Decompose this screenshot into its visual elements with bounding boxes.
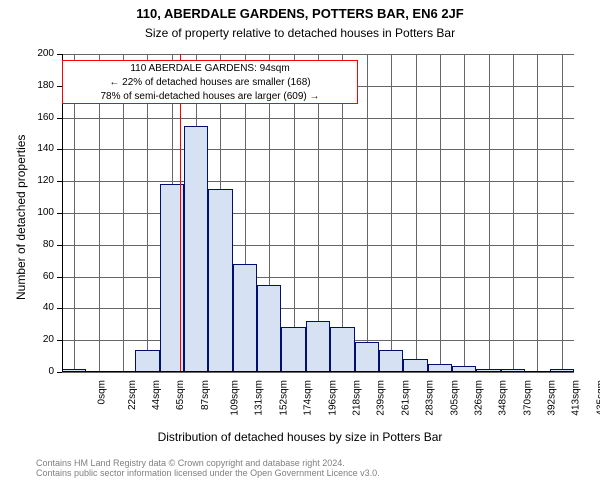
x-axis-label: Distribution of detached houses by size … bbox=[0, 430, 600, 444]
x-tick-label: 413sqm bbox=[571, 380, 582, 416]
y-tick-mark bbox=[57, 86, 62, 87]
gridline-v bbox=[416, 54, 417, 372]
y-tick-mark bbox=[57, 213, 62, 214]
x-tick-label: 196sqm bbox=[327, 380, 338, 416]
histogram-bar bbox=[135, 350, 159, 372]
gridline-v bbox=[513, 54, 514, 372]
y-tick-label: 0 bbox=[24, 366, 54, 377]
x-tick-label: 0sqm bbox=[97, 380, 108, 404]
y-tick-label: 180 bbox=[24, 80, 54, 91]
y-tick-mark bbox=[57, 54, 62, 55]
chart-title: 110, ABERDALE GARDENS, POTTERS BAR, EN6 … bbox=[0, 6, 600, 21]
x-tick-label: 44sqm bbox=[151, 380, 162, 410]
footer-line-2: Contains public sector information licen… bbox=[36, 468, 380, 478]
footer-line-1: Contains HM Land Registry data © Crown c… bbox=[36, 458, 380, 468]
x-tick-label: 87sqm bbox=[200, 380, 211, 410]
y-tick-mark bbox=[57, 149, 62, 150]
gridline-h bbox=[62, 372, 574, 373]
histogram-bar bbox=[208, 189, 232, 372]
gridline-v bbox=[562, 54, 563, 372]
y-tick-label: 120 bbox=[24, 175, 54, 186]
footer: Contains HM Land Registry data © Crown c… bbox=[36, 458, 380, 478]
histogram-bar bbox=[355, 342, 379, 372]
x-tick-label: 326sqm bbox=[473, 380, 484, 416]
x-tick-label: 239sqm bbox=[376, 380, 387, 416]
y-tick-label: 140 bbox=[24, 143, 54, 154]
x-tick-label: 283sqm bbox=[425, 380, 436, 416]
x-tick-label: 131sqm bbox=[254, 380, 265, 416]
gridline-v bbox=[440, 54, 441, 372]
y-tick-mark bbox=[57, 181, 62, 182]
gridline-v bbox=[489, 54, 490, 372]
x-tick-label: 152sqm bbox=[278, 380, 289, 416]
gridline-v bbox=[537, 54, 538, 372]
histogram-bar bbox=[281, 327, 305, 372]
y-tick-label: 60 bbox=[24, 271, 54, 282]
y-tick-label: 20 bbox=[24, 334, 54, 345]
x-tick-label: 305sqm bbox=[449, 380, 460, 416]
x-tick-label: 261sqm bbox=[400, 380, 411, 416]
x-tick-label: 22sqm bbox=[127, 380, 138, 410]
annotation-box: 110 ABERDALE GARDENS: 94sqm ← 22% of det… bbox=[62, 60, 358, 104]
histogram-bar bbox=[257, 285, 281, 372]
histogram-bar bbox=[330, 327, 354, 372]
y-tick-mark bbox=[57, 245, 62, 246]
y-tick-mark bbox=[57, 308, 62, 309]
y-tick-label: 200 bbox=[24, 48, 54, 59]
annotation-line-3: 78% of semi-detached houses are larger (… bbox=[63, 90, 357, 104]
y-tick-label: 40 bbox=[24, 302, 54, 313]
gridline-v bbox=[367, 54, 368, 372]
y-tick-label: 80 bbox=[24, 239, 54, 250]
histogram-bar bbox=[379, 350, 403, 372]
histogram-bar bbox=[306, 321, 330, 372]
x-tick-label: 348sqm bbox=[498, 380, 509, 416]
y-tick-label: 160 bbox=[24, 112, 54, 123]
x-tick-label: 370sqm bbox=[522, 380, 533, 416]
annotation-line-1: 110 ABERDALE GARDENS: 94sqm bbox=[63, 62, 357, 76]
x-tick-label: 218sqm bbox=[352, 380, 363, 416]
x-tick-label: 392sqm bbox=[547, 380, 558, 416]
y-tick-mark bbox=[57, 372, 62, 373]
chart-subtitle: Size of property relative to detached ho… bbox=[0, 26, 600, 40]
x-tick-label: 109sqm bbox=[230, 380, 241, 416]
x-axis-line bbox=[62, 371, 574, 372]
gridline-v bbox=[464, 54, 465, 372]
y-tick-mark bbox=[57, 277, 62, 278]
x-tick-label: 174sqm bbox=[303, 380, 314, 416]
x-tick-label: 435sqm bbox=[595, 380, 600, 416]
y-tick-mark bbox=[57, 118, 62, 119]
x-tick-label: 65sqm bbox=[175, 380, 186, 410]
histogram-bar bbox=[233, 264, 257, 372]
gridline-v bbox=[391, 54, 392, 372]
y-tick-mark bbox=[57, 340, 62, 341]
y-tick-label: 100 bbox=[24, 207, 54, 218]
chart-container: { "title": "110, ABERDALE GARDENS, POTTE… bbox=[0, 0, 600, 500]
annotation-line-2: ← 22% of detached houses are smaller (16… bbox=[63, 76, 357, 90]
histogram-bar bbox=[184, 126, 208, 372]
